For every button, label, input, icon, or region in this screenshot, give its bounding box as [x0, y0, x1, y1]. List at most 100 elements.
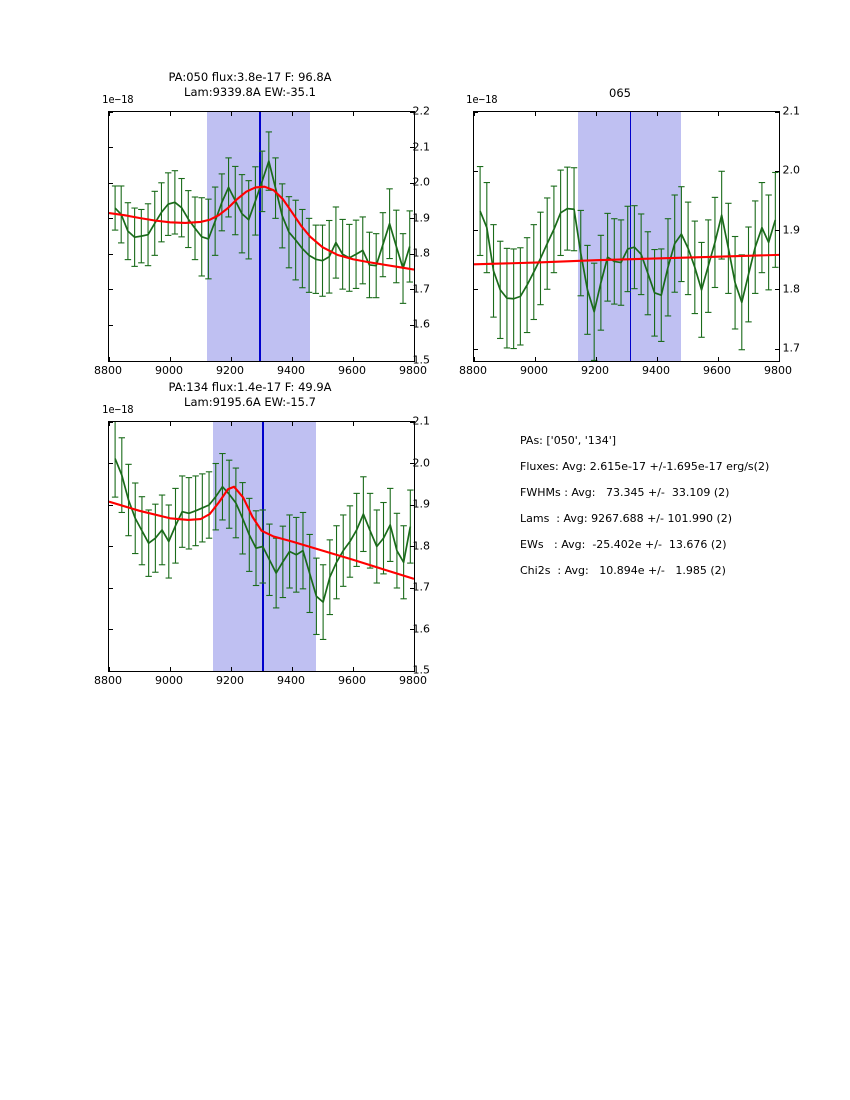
spectrum-curve	[114, 160, 411, 270]
y-tick-label: 1.9	[412, 497, 431, 511]
y-tick-mark	[775, 348, 779, 350]
y-tick-mark	[410, 182, 414, 184]
y-tick-mark	[109, 289, 113, 291]
x-tick-label: 9800	[399, 364, 427, 377]
y-tick-mark	[410, 253, 414, 255]
data-layer	[474, 165, 779, 361]
x-tick-label: 9200	[216, 674, 244, 687]
y-tick-mark	[109, 112, 113, 113]
x-tick-label: 9000	[155, 674, 183, 687]
fit-curve	[474, 253, 779, 266]
line-center-marker	[259, 112, 261, 361]
errorbar-group	[111, 131, 413, 304]
y-tick-mark	[109, 504, 113, 506]
x-tick-mark	[474, 112, 475, 116]
y-tick-mark	[410, 587, 414, 589]
x-tick-label: 9400	[642, 364, 670, 377]
info-line-pas: PAs: ['050', '134']	[520, 434, 617, 447]
y-tick-label: 1.8	[782, 282, 801, 296]
x-tick-label: 9400	[277, 674, 305, 687]
x-tick-mark	[534, 357, 536, 361]
x-tick-mark	[169, 112, 171, 116]
y-tick-mark	[775, 170, 779, 172]
data-layer	[109, 131, 414, 304]
x-tick-mark	[534, 112, 536, 116]
plot-panel-065: 065 1e−18 1.7 1.8 1.9 2.0 2.1 8800 9000 9200 940…	[440, 60, 800, 390]
info-line-chi2s: Chi2s : Avg: 10.894e +/- 1.985 (2)	[520, 564, 726, 577]
x-tick-mark	[291, 112, 293, 116]
y-offset-label-065: 1e−18	[466, 94, 498, 106]
line-window-band	[577, 112, 682, 361]
y-tick-mark	[109, 253, 113, 255]
y-offset-label-pa134: 1e−18	[102, 404, 134, 416]
x-tick-mark	[352, 667, 354, 671]
y-tick-mark	[109, 360, 113, 361]
y-tick-label: 1.7	[782, 341, 801, 355]
plot-title-065: 065	[609, 86, 631, 100]
x-tick-label: 9000	[155, 364, 183, 377]
x-tick-mark	[230, 357, 232, 361]
y-tick-mark	[410, 546, 414, 547]
y-tick-mark	[410, 504, 414, 506]
x-tick-mark	[291, 667, 293, 671]
axes-065	[473, 111, 780, 362]
y-tick-label: 2.0	[412, 175, 431, 189]
y-tick-mark	[775, 230, 779, 232]
x-tick-mark	[778, 357, 779, 361]
y-tick-mark	[109, 629, 113, 630]
summary-info-panel: PAs: ['050', '134'] Fluxes: Avg: 2.615e-…	[520, 428, 820, 584]
x-tick-mark	[656, 357, 658, 361]
y-tick-label: 2.1	[412, 414, 431, 428]
x-tick-mark	[717, 357, 719, 361]
y-tick-mark	[474, 230, 478, 232]
y-tick-mark	[775, 289, 779, 291]
y-tick-mark	[474, 348, 478, 350]
x-tick-mark	[230, 422, 232, 426]
x-tick-label: 9800	[399, 674, 427, 687]
y-tick-label: 2.1	[782, 104, 801, 118]
plot-panel-pa050: PA:050 flux:3.8e-17 F: 96.8A Lam:9339.8A…	[70, 60, 430, 390]
fit-curve	[109, 185, 414, 271]
x-tick-mark	[413, 357, 414, 361]
y-tick-mark	[410, 422, 414, 423]
x-tick-mark	[595, 112, 597, 116]
line-window-band	[212, 422, 317, 671]
x-tick-label: 9600	[338, 364, 366, 377]
y-tick-mark	[109, 587, 113, 589]
y-tick-mark	[410, 360, 414, 361]
y-tick-label: 1.6	[412, 622, 431, 635]
x-tick-mark	[109, 357, 110, 361]
spectrum-curve	[479, 207, 777, 313]
x-tick-mark	[656, 112, 658, 116]
x-tick-mark	[291, 357, 293, 361]
y-tick-mark	[410, 218, 414, 220]
y-tick-label: 1.8	[412, 246, 431, 260]
y-tick-mark	[109, 182, 113, 184]
x-tick-mark	[717, 112, 719, 116]
x-tick-mark	[109, 422, 110, 426]
x-tick-label: 9600	[703, 364, 731, 377]
info-line-fwhms: FWHMs : Avg: 73.345 +/- 33.109 (2)	[520, 486, 730, 499]
plot-title-pa134: PA:134 flux:1.4e-17 F: 49.9A Lam:9195.6A…	[168, 380, 332, 409]
x-tick-mark	[169, 667, 171, 671]
y-tick-label: 2.1	[412, 140, 431, 154]
x-tick-mark	[352, 112, 354, 116]
info-line-ews: EWs : Avg: -25.402e +/- 13.676 (2)	[520, 538, 727, 551]
info-line-lams: Lams : Avg: 9267.688 +/- 101.990 (2)	[520, 512, 733, 525]
y-tick-mark	[410, 112, 414, 113]
x-tick-label: 9200	[581, 364, 609, 377]
y-tick-mark	[775, 112, 779, 113]
y-tick-mark	[410, 629, 414, 630]
y-tick-mark	[474, 170, 478, 172]
y-tick-label: 1.7	[412, 580, 431, 594]
y-tick-mark	[474, 112, 478, 113]
x-tick-mark	[778, 112, 779, 116]
x-tick-mark	[413, 422, 414, 426]
x-tick-label: 8800	[94, 674, 122, 687]
line-center-marker	[629, 112, 631, 361]
axes-pa050	[108, 111, 415, 362]
fit-curve	[109, 485, 414, 580]
x-tick-label: 8800	[459, 364, 487, 377]
data-layer	[109, 422, 414, 641]
